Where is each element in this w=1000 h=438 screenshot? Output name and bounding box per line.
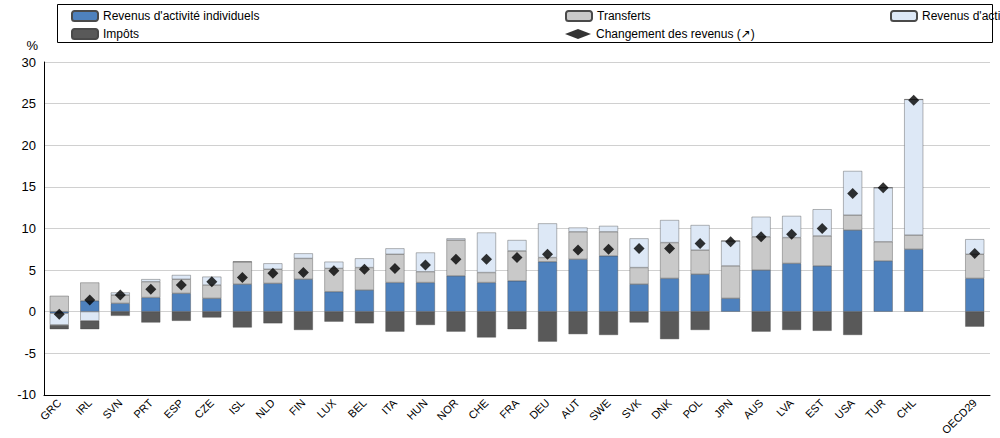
svg-text:0: 0 xyxy=(29,304,36,319)
svg-text:HUN: HUN xyxy=(404,397,429,422)
svg-text:ESP: ESP xyxy=(162,397,186,421)
svg-text:10: 10 xyxy=(22,221,36,236)
svg-text:IRL: IRL xyxy=(73,397,94,418)
svg-text:FIN: FIN xyxy=(287,397,308,418)
svg-text:USA: USA xyxy=(832,396,857,421)
svg-text:FRA: FRA xyxy=(497,396,521,420)
svg-text:%: % xyxy=(26,38,38,53)
svg-text:CZE: CZE xyxy=(192,397,216,421)
svg-text:5: 5 xyxy=(29,263,36,278)
svg-text:OECD29: OECD29 xyxy=(939,397,979,437)
svg-text:EST: EST xyxy=(803,396,827,420)
svg-text:20: 20 xyxy=(22,138,36,153)
svg-text:Transferts: Transferts xyxy=(597,9,651,23)
svg-text:PRT: PRT xyxy=(131,396,155,420)
svg-text:DNK: DNK xyxy=(649,396,674,421)
svg-text:ISL: ISL xyxy=(226,397,246,417)
svg-text:SVK: SVK xyxy=(619,396,644,421)
svg-text:LUX: LUX xyxy=(315,396,339,420)
svg-text:TUR: TUR xyxy=(863,397,887,421)
svg-text:NLD: NLD xyxy=(253,397,277,421)
svg-text:CHE: CHE xyxy=(466,397,491,422)
svg-text:BEL: BEL xyxy=(345,397,368,420)
svg-text:30: 30 xyxy=(22,55,36,70)
svg-text:Revenus d'activité individuels: Revenus d'activité individuels xyxy=(103,9,259,23)
svg-text:SVN: SVN xyxy=(100,397,125,422)
svg-text:15: 15 xyxy=(22,179,36,194)
svg-text:LVA: LVA xyxy=(774,396,796,418)
svg-text:CHL: CHL xyxy=(894,397,918,421)
svg-text:DEU: DEU xyxy=(527,397,552,422)
svg-text:NOR: NOR xyxy=(434,397,460,423)
svg-text:25: 25 xyxy=(22,96,36,111)
svg-text:SWE: SWE xyxy=(587,397,613,423)
svg-text:Changement des revenus (↗): Changement des revenus (↗) xyxy=(596,27,755,41)
svg-text:AUS: AUS xyxy=(741,397,765,421)
svg-text:Revenus d'activité des autres: Revenus d'activité des autres membres du… xyxy=(922,9,1000,23)
svg-text:JPN: JPN xyxy=(712,397,735,420)
svg-text:AUT: AUT xyxy=(558,396,582,420)
svg-text:-5: -5 xyxy=(24,346,36,361)
svg-text:Impôts: Impôts xyxy=(103,27,139,41)
svg-text:ITA: ITA xyxy=(379,396,399,416)
svg-text:GRC: GRC xyxy=(38,397,64,423)
svg-text:POL: POL xyxy=(680,397,704,421)
svg-text:-10: -10 xyxy=(17,387,36,402)
